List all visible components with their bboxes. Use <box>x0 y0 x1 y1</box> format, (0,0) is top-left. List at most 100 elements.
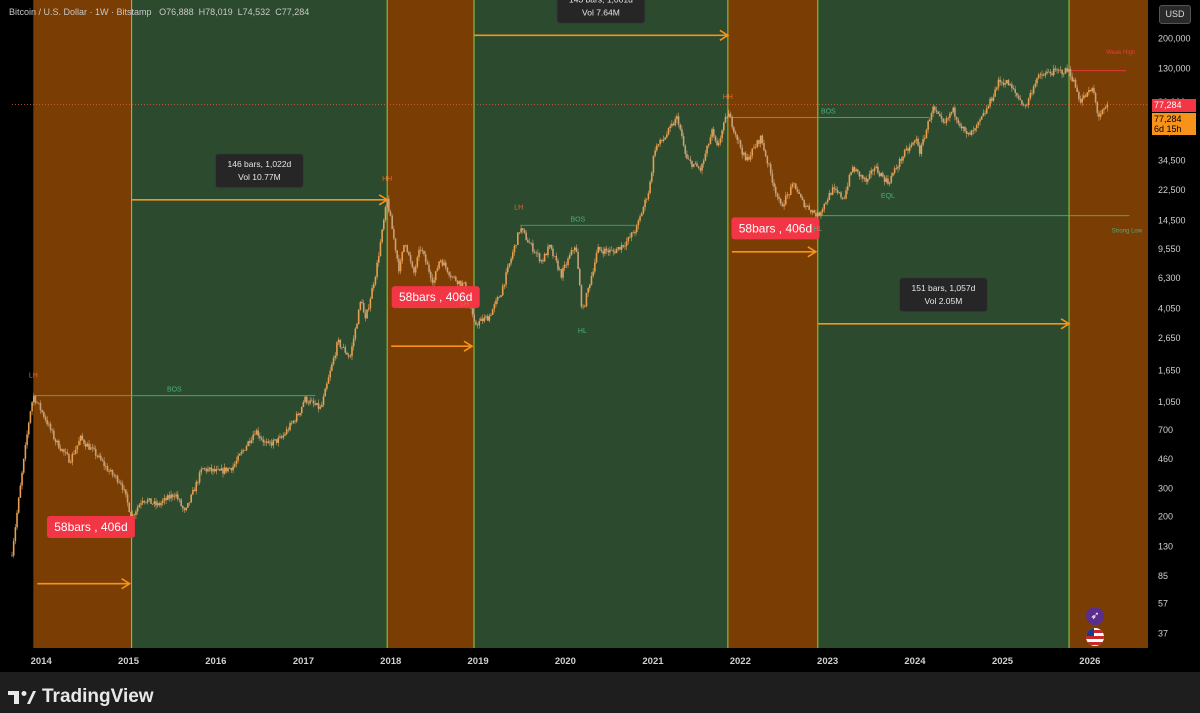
candle-body <box>339 339 342 348</box>
bear-zone <box>727 0 818 648</box>
candle-body <box>1027 98 1030 105</box>
candle-body <box>490 314 492 316</box>
us-flag-icon[interactable] <box>1086 628 1104 646</box>
rocket-icon[interactable]: ➶ <box>1086 607 1104 625</box>
candle-body <box>980 116 983 120</box>
candle-body <box>965 130 968 134</box>
candle-body <box>1029 93 1032 99</box>
candle-body <box>885 178 888 182</box>
candle-body <box>337 339 340 343</box>
candle-body <box>192 489 194 495</box>
candle-body <box>661 139 663 141</box>
measure-vol-label: Vol 10.77M <box>238 172 281 182</box>
candle-body <box>81 435 84 440</box>
candle-body <box>508 263 511 267</box>
candle-body <box>1076 87 1078 92</box>
candle-body <box>689 159 692 161</box>
candle-body <box>533 251 536 253</box>
candle-body <box>156 503 159 506</box>
candle-body <box>806 205 809 207</box>
candle-body <box>228 467 231 469</box>
bear-duration-label: 58bars , 406d <box>739 221 812 235</box>
candle-body <box>336 342 338 356</box>
candle-body <box>873 168 876 172</box>
candle-body <box>371 288 373 299</box>
candle-body <box>398 258 400 272</box>
candle-body <box>1049 71 1052 74</box>
candle-body <box>175 494 177 497</box>
candle-body <box>848 174 851 187</box>
candle-body <box>845 190 847 199</box>
price-tick-label: 9,550 <box>1158 244 1181 254</box>
candle-body <box>1021 100 1023 105</box>
candle-body <box>583 306 586 307</box>
price-tick-label: 22,500 <box>1158 185 1186 195</box>
candle-body <box>1041 74 1043 76</box>
tradingview-logo[interactable]: TradingView <box>8 686 154 708</box>
candle-body <box>408 251 410 256</box>
candle-body <box>729 113 732 118</box>
candle-body <box>679 124 682 130</box>
candle-body <box>846 186 849 191</box>
candle-body <box>416 257 419 267</box>
currency-button[interactable]: USD <box>1159 5 1191 24</box>
candle-body <box>37 402 40 404</box>
candle-body <box>1071 76 1073 82</box>
candle-body <box>739 140 742 148</box>
candle-body <box>970 130 973 135</box>
candle-body <box>828 193 831 201</box>
candle-body <box>644 199 646 208</box>
candle-body <box>83 439 85 444</box>
price-tick-label: 700 <box>1158 425 1173 435</box>
candle-body <box>761 135 764 144</box>
price-tick-label: 130 <box>1158 542 1173 552</box>
candle-body <box>74 449 77 455</box>
candle-body <box>24 445 27 459</box>
candle-body <box>379 242 382 257</box>
symbol-label: Bitcoin / U.S. Dollar · 1W · Bitstamp <box>9 7 152 17</box>
candle-body <box>840 192 842 198</box>
candle-body <box>823 203 826 210</box>
candle-body <box>116 475 119 483</box>
candle-body <box>835 188 837 191</box>
candle-body <box>590 275 593 285</box>
candle-body <box>212 468 214 472</box>
candle-body <box>210 467 213 472</box>
candle-body <box>123 489 126 491</box>
bear-zone <box>33 0 132 648</box>
candle-body <box>833 187 836 189</box>
candle-body <box>329 370 332 378</box>
candle-body <box>1044 73 1047 76</box>
candle-body <box>349 356 352 357</box>
candle-body <box>91 447 94 448</box>
candle-body <box>68 454 70 463</box>
candle-body <box>650 172 653 182</box>
candle-body <box>915 138 918 141</box>
candle-body <box>399 261 402 272</box>
candle-body <box>935 110 938 112</box>
candle-body <box>166 495 169 501</box>
candle-body <box>1093 88 1095 93</box>
candle-body <box>235 460 238 465</box>
candle-body <box>704 153 707 161</box>
candle-body <box>597 246 599 254</box>
time-tick-label: 2014 <box>31 656 53 667</box>
candle-body <box>374 276 377 285</box>
candle-body <box>120 482 122 484</box>
candle-body <box>1083 95 1085 99</box>
candle-body <box>12 541 15 556</box>
candle-body <box>699 168 702 171</box>
candle-body <box>748 156 750 160</box>
swing-label: HH <box>382 176 392 183</box>
candle-body <box>902 156 904 161</box>
candle-body <box>257 430 259 436</box>
swing-label: LH <box>460 301 469 308</box>
candle-body <box>910 144 913 147</box>
candle-body <box>223 467 226 474</box>
bull-cycle-arrow-head <box>1060 318 1071 330</box>
candle-body <box>429 271 432 279</box>
candle-body <box>252 434 254 440</box>
candle-body <box>205 468 208 472</box>
candle-body <box>305 396 308 403</box>
